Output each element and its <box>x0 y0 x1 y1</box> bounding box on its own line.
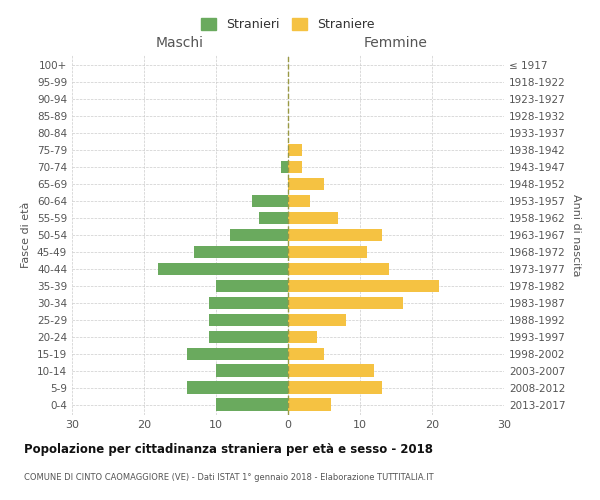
Text: Maschi: Maschi <box>156 36 204 50</box>
Text: Popolazione per cittadinanza straniera per età e sesso - 2018: Popolazione per cittadinanza straniera p… <box>24 442 433 456</box>
Bar <box>288 314 346 326</box>
Bar <box>187 382 288 394</box>
Text: COMUNE DI CINTO CAOMAGGIORE (VE) - Dati ISTAT 1° gennaio 2018 - Elaborazione TUT: COMUNE DI CINTO CAOMAGGIORE (VE) - Dati … <box>24 472 434 482</box>
Bar <box>216 364 288 377</box>
Bar <box>288 178 324 190</box>
Bar <box>288 212 338 224</box>
Bar <box>230 228 288 241</box>
Y-axis label: Fasce di età: Fasce di età <box>22 202 31 268</box>
Bar <box>288 382 382 394</box>
Legend: Stranieri, Straniere: Stranieri, Straniere <box>197 14 379 35</box>
Bar <box>252 194 288 207</box>
Bar <box>288 280 439 292</box>
Bar <box>288 246 367 258</box>
Bar <box>288 296 403 310</box>
Bar <box>187 348 288 360</box>
Bar <box>194 246 288 258</box>
Bar <box>288 262 389 276</box>
Bar <box>259 212 288 224</box>
Bar <box>288 160 302 173</box>
Bar <box>209 330 288 344</box>
Bar <box>288 330 317 344</box>
Bar <box>216 398 288 411</box>
Bar <box>288 398 331 411</box>
Bar <box>209 296 288 310</box>
Bar <box>288 364 374 377</box>
Bar <box>281 160 288 173</box>
Text: Femmine: Femmine <box>364 36 428 50</box>
Bar <box>209 314 288 326</box>
Bar <box>158 262 288 276</box>
Bar <box>288 348 324 360</box>
Bar <box>288 194 310 207</box>
Bar <box>288 144 302 156</box>
Y-axis label: Anni di nascita: Anni di nascita <box>571 194 581 276</box>
Bar <box>216 280 288 292</box>
Bar <box>288 228 382 241</box>
